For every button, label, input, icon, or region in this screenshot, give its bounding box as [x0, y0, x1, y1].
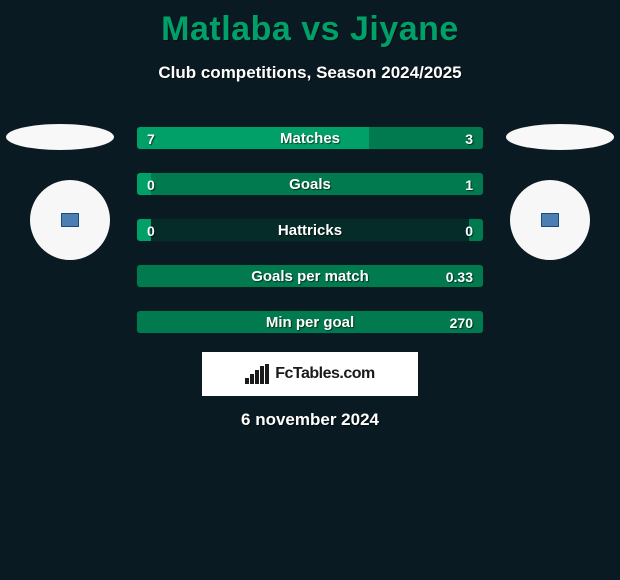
date-stamp: 6 november 2024 — [0, 410, 620, 430]
brand-icon-bar — [250, 374, 254, 384]
player-left-club — [30, 180, 110, 260]
stat-label: Hattricks — [137, 219, 483, 242]
stat-value-right: 1 — [465, 173, 473, 196]
stat-row: Matches7 3 — [136, 126, 484, 150]
stat-label: Goals per match — [137, 265, 483, 288]
club-badge-icon — [541, 213, 559, 227]
stat-value-left: 0 — [147, 173, 155, 196]
stat-label: Matches — [137, 127, 483, 150]
brand-icon-bar — [255, 370, 259, 384]
stat-value-right: 270 — [450, 311, 473, 334]
stat-value-right: 0.33 — [446, 265, 473, 288]
stat-value-left: 7 — [147, 127, 155, 150]
stat-row: Goals0 1 — [136, 172, 484, 196]
brand-box: FcTables.com — [202, 352, 418, 396]
stat-value-right: 0 — [465, 219, 473, 242]
stat-label: Goals — [137, 173, 483, 196]
brand-text: FcTables.com — [275, 365, 375, 383]
brand-chart-icon — [245, 364, 269, 384]
brand-icon-bar — [260, 366, 264, 384]
page-title: Matlaba vs Jiyane — [0, 0, 620, 49]
page-subtitle: Club competitions, Season 2024/2025 — [0, 63, 620, 83]
club-badge-icon — [61, 213, 79, 227]
comparison-rows: Matches73Goals01Hattricks00Goals per mat… — [136, 126, 484, 356]
stat-value-left: 0 — [147, 219, 155, 242]
stat-row: Hattricks0 0 — [136, 218, 484, 242]
player-right-flag — [506, 124, 614, 150]
stat-value-right: 3 — [465, 127, 473, 150]
player-left-flag — [6, 124, 114, 150]
brand-icon-bar — [245, 378, 249, 384]
brand-icon-bar — [265, 364, 269, 384]
stat-row: Goals per match0.33 — [136, 264, 484, 288]
player-right-club — [510, 180, 590, 260]
stat-label: Min per goal — [137, 311, 483, 334]
stat-row: Min per goal270 — [136, 310, 484, 334]
